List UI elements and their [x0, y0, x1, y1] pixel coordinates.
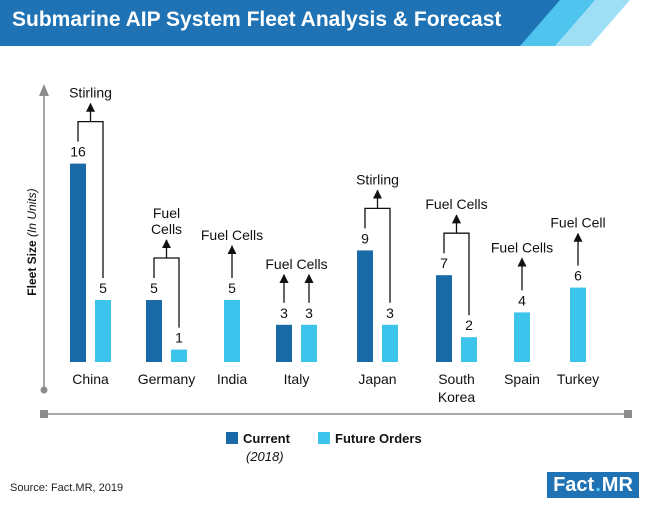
bar-future: [570, 287, 586, 362]
bar-current: [70, 163, 86, 362]
bar-future: [461, 337, 477, 362]
logo-dot: .: [595, 473, 601, 496]
data-label: 6: [574, 268, 582, 284]
y-axis-label: Fleet Size (In Units): [25, 188, 39, 295]
bar-future: [171, 349, 187, 362]
category-label: India: [217, 371, 248, 387]
category-label: Italy: [284, 371, 310, 387]
y-axis-label-text: Fleet Size: [25, 237, 39, 296]
data-label: 9: [361, 230, 369, 246]
technology-label: Stirling: [69, 85, 112, 101]
x-axis-end-right: [624, 410, 632, 418]
technology-label: Fuel Cells: [491, 239, 553, 255]
header-stripe: [520, 0, 600, 46]
technology-label: Fuel Cells: [425, 196, 487, 212]
data-label: 5: [150, 280, 158, 296]
header-stripe: [555, 0, 630, 46]
data-label: 1: [175, 330, 183, 346]
y-axis-unit: (In Units): [25, 188, 39, 237]
bar-current: [146, 300, 162, 362]
header-bar: [0, 0, 545, 46]
data-label: 3: [305, 305, 313, 321]
category-label: Japan: [358, 371, 396, 387]
legend-label-current: Current: [243, 431, 291, 446]
technology-label: Fuel Cell: [550, 215, 605, 231]
data-label: 5: [228, 280, 236, 296]
technology-label: Stirling: [356, 171, 399, 187]
logo-text: MR: [601, 473, 633, 496]
data-label: 16: [70, 144, 86, 160]
brand-logo: Fact. MR: [547, 472, 639, 498]
data-label: 7: [440, 255, 448, 271]
source-note: Source: Fact.MR, 2019: [10, 482, 124, 494]
technology-label: Fuel: [153, 205, 180, 221]
category-label: China: [72, 371, 109, 387]
bar-future: [514, 312, 530, 362]
data-label: 3: [280, 305, 288, 321]
header-background: [0, 0, 630, 46]
data-label: 3: [386, 305, 394, 321]
page-title: Submarine AIP System Fleet Analysis & Fo…: [12, 8, 502, 31]
y-axis-dot: [40, 386, 48, 394]
bar-current: [436, 275, 452, 362]
category-label: Turkey: [557, 371, 599, 387]
category-label: South: [438, 371, 475, 387]
data-label: 4: [518, 292, 526, 308]
y-axis-arrow: [39, 84, 49, 96]
legend-swatch-future: [318, 432, 330, 444]
legend-label-current-year: (2018): [246, 449, 284, 464]
data-label: 2: [465, 317, 473, 333]
technology-label: Cells: [151, 221, 182, 237]
bar-current: [357, 250, 373, 362]
technology-label: Fuel Cells: [265, 256, 327, 272]
bar-future: [224, 300, 240, 362]
technology-label: Fuel Cells: [201, 227, 263, 243]
category-label: Korea: [438, 389, 476, 405]
header-banner: Submarine AIP System Fleet Analysis & Fo…: [0, 0, 650, 46]
bar-chart: Fleet Size (In Units) 16 5 China Stirling 5 1 G…: [25, 84, 632, 464]
logo-text: Fact: [553, 473, 595, 496]
bar-future: [95, 300, 111, 362]
legend-swatch-current: [226, 432, 238, 444]
legend-label-future: Future Orders: [335, 431, 422, 446]
bar-future: [301, 324, 317, 362]
data-label: 5: [99, 280, 107, 296]
bar-future: [382, 324, 398, 362]
x-axis-end-left: [40, 410, 48, 418]
bar-current: [276, 324, 292, 362]
category-label: Spain: [504, 371, 540, 387]
category-label: Germany: [138, 371, 196, 387]
